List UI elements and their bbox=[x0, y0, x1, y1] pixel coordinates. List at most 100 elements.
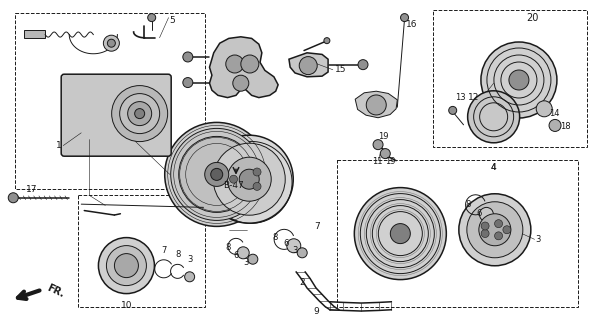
Text: 3: 3 bbox=[243, 258, 249, 267]
Polygon shape bbox=[289, 53, 328, 77]
Text: 5: 5 bbox=[170, 16, 176, 25]
Text: 3: 3 bbox=[293, 246, 298, 255]
Bar bbox=[78, 195, 205, 307]
Circle shape bbox=[8, 193, 18, 203]
Circle shape bbox=[503, 226, 511, 234]
Circle shape bbox=[213, 143, 285, 215]
Circle shape bbox=[183, 52, 193, 62]
Circle shape bbox=[233, 75, 249, 91]
Text: 15: 15 bbox=[335, 65, 346, 74]
Circle shape bbox=[448, 106, 457, 114]
Circle shape bbox=[468, 91, 520, 143]
Text: 6: 6 bbox=[284, 239, 289, 248]
Circle shape bbox=[107, 39, 116, 47]
Circle shape bbox=[211, 168, 223, 180]
Circle shape bbox=[492, 219, 501, 229]
Circle shape bbox=[104, 35, 119, 51]
Circle shape bbox=[373, 140, 383, 150]
Circle shape bbox=[495, 220, 503, 228]
Circle shape bbox=[120, 93, 160, 134]
Circle shape bbox=[253, 168, 261, 176]
Text: 3: 3 bbox=[536, 236, 541, 244]
Bar bbox=[337, 160, 578, 307]
Text: 7: 7 bbox=[314, 222, 320, 231]
Text: 9: 9 bbox=[313, 307, 319, 316]
Text: 2: 2 bbox=[299, 278, 305, 287]
Circle shape bbox=[185, 272, 194, 282]
Text: 6: 6 bbox=[476, 209, 482, 218]
Text: 6: 6 bbox=[234, 252, 239, 260]
Circle shape bbox=[227, 157, 272, 201]
Circle shape bbox=[253, 182, 261, 190]
Circle shape bbox=[237, 247, 249, 259]
Circle shape bbox=[241, 55, 259, 73]
Polygon shape bbox=[209, 37, 278, 98]
Circle shape bbox=[380, 148, 390, 159]
Circle shape bbox=[481, 229, 489, 237]
Text: 8: 8 bbox=[465, 200, 471, 209]
Circle shape bbox=[481, 42, 557, 118]
Circle shape bbox=[481, 222, 489, 230]
Text: 13: 13 bbox=[455, 93, 466, 102]
Circle shape bbox=[183, 77, 193, 88]
Circle shape bbox=[128, 101, 152, 125]
Text: 7: 7 bbox=[161, 246, 166, 255]
Text: 20: 20 bbox=[527, 13, 539, 23]
Text: 19: 19 bbox=[378, 132, 388, 141]
Polygon shape bbox=[24, 30, 45, 38]
Circle shape bbox=[297, 248, 307, 258]
Circle shape bbox=[479, 214, 511, 246]
Text: 18: 18 bbox=[560, 122, 571, 131]
Circle shape bbox=[114, 253, 138, 277]
Circle shape bbox=[226, 55, 244, 73]
Circle shape bbox=[239, 169, 259, 189]
Circle shape bbox=[467, 202, 523, 258]
Circle shape bbox=[390, 224, 411, 244]
Bar bbox=[15, 13, 205, 189]
Text: 16: 16 bbox=[406, 20, 418, 29]
Circle shape bbox=[147, 13, 156, 22]
Text: 10: 10 bbox=[120, 301, 132, 310]
Circle shape bbox=[355, 188, 446, 280]
Circle shape bbox=[165, 122, 268, 227]
Polygon shape bbox=[355, 91, 397, 118]
Text: 4: 4 bbox=[491, 163, 497, 172]
Circle shape bbox=[299, 57, 317, 75]
Circle shape bbox=[459, 194, 531, 266]
Text: 8: 8 bbox=[226, 243, 231, 252]
Text: 3: 3 bbox=[187, 255, 192, 264]
Circle shape bbox=[479, 207, 494, 221]
Circle shape bbox=[536, 101, 552, 117]
Text: 12: 12 bbox=[468, 93, 479, 102]
Text: 11: 11 bbox=[372, 157, 382, 166]
Circle shape bbox=[495, 232, 503, 240]
Text: 8: 8 bbox=[273, 233, 278, 242]
Circle shape bbox=[107, 245, 146, 285]
Circle shape bbox=[248, 254, 258, 264]
FancyBboxPatch shape bbox=[61, 74, 171, 156]
Text: 17: 17 bbox=[25, 185, 37, 194]
Circle shape bbox=[135, 108, 144, 119]
Text: FR.: FR. bbox=[45, 283, 66, 300]
Circle shape bbox=[287, 239, 301, 253]
Circle shape bbox=[229, 175, 238, 183]
Bar bbox=[433, 10, 587, 147]
Circle shape bbox=[549, 119, 561, 132]
Text: 14: 14 bbox=[549, 109, 559, 118]
Text: 4: 4 bbox=[491, 163, 497, 172]
Circle shape bbox=[366, 95, 386, 115]
Circle shape bbox=[400, 13, 409, 22]
Circle shape bbox=[98, 237, 155, 293]
Circle shape bbox=[324, 38, 330, 44]
Circle shape bbox=[179, 136, 255, 212]
Text: 1: 1 bbox=[55, 141, 61, 150]
Circle shape bbox=[111, 85, 168, 141]
Text: 19: 19 bbox=[385, 157, 396, 166]
Circle shape bbox=[205, 163, 229, 186]
Circle shape bbox=[171, 128, 262, 220]
Text: B-47: B-47 bbox=[223, 181, 243, 190]
Text: 8: 8 bbox=[175, 250, 180, 259]
Circle shape bbox=[205, 135, 293, 223]
Circle shape bbox=[358, 60, 368, 70]
Circle shape bbox=[509, 70, 529, 90]
